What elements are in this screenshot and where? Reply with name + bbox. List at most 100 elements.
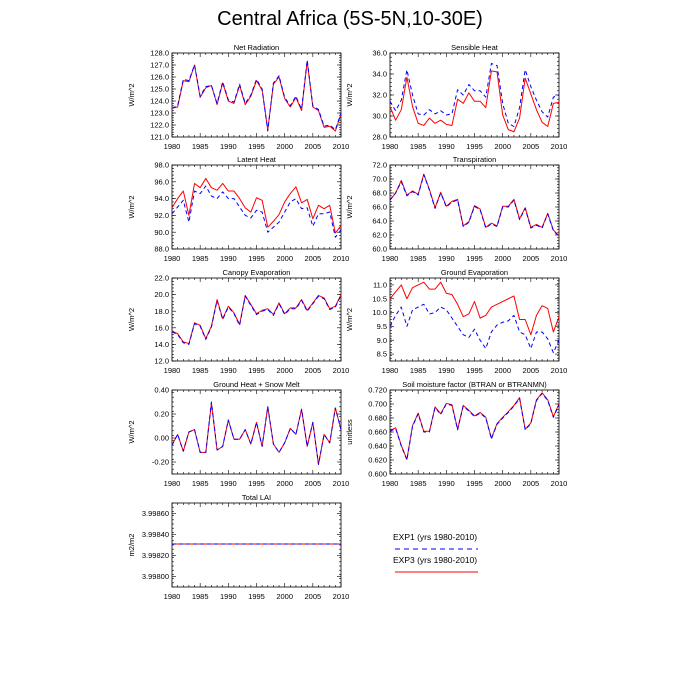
- y-tick-label: 0.00: [154, 434, 169, 443]
- legend-label: EXP1 (yrs 1980-2010): [393, 532, 477, 542]
- chart-panel-3: Latent Heat W/m^2 1980 1985 1990 1995 2000 2005…: [127, 155, 349, 263]
- y-tick-label: 18.0: [154, 307, 169, 316]
- x-tick-label: 1995: [248, 254, 265, 263]
- x-tick-label: 2005: [522, 479, 539, 488]
- series-line-exp3: [171, 294, 342, 345]
- chart-panel-2: Sensible Heat W/m^2 1980 1985 1990 1995 2000 20…: [345, 43, 567, 151]
- x-tick-label: 2005: [522, 254, 539, 263]
- x-tick-label: 2000: [494, 479, 511, 488]
- panel-title: Total LAI: [242, 493, 271, 502]
- x-tick-label: 1985: [192, 254, 209, 263]
- chart-panel-9: Total LAI m2/m2 1980 1985 1990 1995 2000 2005 20…: [127, 493, 349, 601]
- x-tick-label: 2010: [333, 254, 350, 263]
- y-tick-label: 62.0: [372, 231, 387, 240]
- x-tick-label: 2000: [276, 142, 293, 151]
- chart-panel-6: Ground Evaporation W/m^2 1980 1985 1990 1995 2…: [345, 268, 567, 375]
- y-tick-label: 28.0: [372, 133, 387, 142]
- y-tick-label: 14.0: [154, 340, 169, 349]
- series-line-exp3: [171, 177, 342, 234]
- x-tick-label: 2005: [522, 366, 539, 375]
- y-tick-label: 16.0: [154, 323, 169, 332]
- y-tick-label: 72.0: [372, 161, 387, 170]
- y-tick-label: 0.660: [368, 428, 387, 437]
- series-line-exp1: [389, 63, 560, 127]
- x-tick-label: 1980: [164, 592, 181, 601]
- y-tick-label: 34.0: [372, 70, 387, 79]
- x-tick-label: 1995: [248, 366, 265, 375]
- x-tick-label: 2010: [551, 479, 568, 488]
- panel-title: Soil moisture factor (BTRAN or BTRANMN): [402, 380, 547, 389]
- y-tick-label: 60.0: [372, 245, 387, 254]
- x-tick-label: 1990: [438, 366, 455, 375]
- x-tick-label: 1980: [164, 142, 181, 151]
- y-tick-label: 36.0: [372, 49, 387, 58]
- x-tick-label: 2000: [276, 254, 293, 263]
- x-tick-label: 1995: [466, 142, 483, 151]
- series-line-exp1: [171, 59, 342, 132]
- y-axis-label: unitless: [345, 419, 354, 445]
- y-axis-label: W/m^2: [345, 83, 354, 106]
- y-tick-label: 123.0: [150, 109, 169, 118]
- panel-title: Canopy Evaporation: [223, 268, 291, 277]
- x-tick-label: 2010: [333, 592, 350, 601]
- y-tick-label: 10.0: [372, 308, 387, 317]
- x-tick-label: 2000: [494, 254, 511, 263]
- y-axis-label: W/m^2: [127, 420, 136, 443]
- x-tick-label: 2010: [333, 142, 350, 151]
- series-line-exp1: [389, 393, 560, 461]
- x-tick-label: 2010: [551, 142, 568, 151]
- chart-panel-4: Transpiration W/m^2 1980 1985 1990 1995 2000 20…: [345, 155, 567, 263]
- x-tick-label: 2005: [304, 479, 321, 488]
- x-tick-label: 1995: [466, 254, 483, 263]
- panel-title: Transpiration: [453, 155, 497, 164]
- y-tick-label: 0.620: [368, 456, 387, 465]
- x-tick-label: 1995: [466, 366, 483, 375]
- x-tick-label: 1985: [192, 592, 209, 601]
- x-tick-label: 1980: [382, 254, 399, 263]
- y-tick-label: 9.5: [377, 322, 387, 331]
- x-tick-label: 1985: [410, 479, 427, 488]
- y-tick-label: 30.0: [372, 112, 387, 121]
- y-axis-label: W/m^2: [345, 308, 354, 331]
- y-tick-label: 125.0: [150, 85, 169, 94]
- y-tick-label: 3.99840: [142, 530, 169, 539]
- y-tick-label: 121.0: [150, 133, 169, 142]
- x-tick-label: 1990: [220, 592, 237, 601]
- plot-frame: [171, 52, 342, 138]
- y-tick-label: 128.0: [150, 49, 169, 58]
- x-tick-label: 1990: [438, 142, 455, 151]
- y-tick-label: 20.0: [154, 290, 169, 299]
- y-tick-label: 22.0: [154, 274, 169, 283]
- series-line-exp1: [171, 401, 342, 465]
- x-tick-label: 1980: [382, 142, 399, 151]
- x-tick-label: 1985: [192, 142, 209, 151]
- series-line-exp1: [389, 303, 560, 354]
- x-tick-label: 1980: [164, 254, 181, 263]
- series-line-exp1: [171, 295, 342, 345]
- y-tick-label: 122.0: [150, 121, 169, 130]
- y-tick-label: -0.20: [152, 458, 169, 467]
- y-axis-label: m2/m2: [127, 534, 136, 557]
- y-tick-label: 12.0: [154, 357, 169, 366]
- y-tick-label: 96.0: [154, 177, 169, 186]
- x-tick-label: 2005: [304, 592, 321, 601]
- y-tick-label: 8.5: [377, 350, 387, 359]
- x-tick-label: 2010: [333, 366, 350, 375]
- x-tick-label: 1990: [438, 254, 455, 263]
- y-tick-label: 3.99800: [142, 572, 169, 581]
- x-tick-label: 2000: [276, 479, 293, 488]
- y-tick-label: 9.0: [377, 336, 387, 345]
- x-tick-label: 1995: [466, 479, 483, 488]
- plot-frame: [171, 164, 342, 250]
- y-tick-label: 10.5: [372, 294, 387, 303]
- y-tick-label: 66.0: [372, 203, 387, 212]
- series-line-exp3: [389, 70, 560, 133]
- x-tick-label: 1980: [164, 366, 181, 375]
- x-tick-label: 1980: [382, 366, 399, 375]
- y-tick-label: 3.99860: [142, 509, 169, 518]
- legend-label: EXP3 (yrs 1980-2010): [393, 555, 477, 565]
- y-tick-label: 0.20: [154, 410, 169, 419]
- panel-title: Ground Heat + Snow Melt: [213, 380, 300, 389]
- x-tick-label: 1985: [192, 479, 209, 488]
- x-tick-label: 1990: [220, 479, 237, 488]
